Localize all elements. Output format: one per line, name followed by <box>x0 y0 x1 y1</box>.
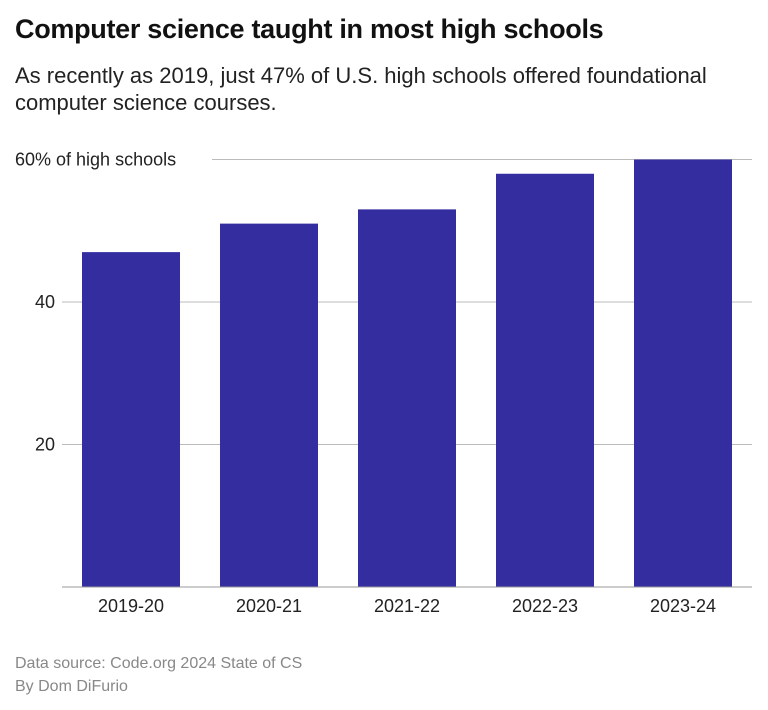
y-tick-label: 60% of high schools <box>15 150 176 170</box>
chart-title: Computer science taught in most high sch… <box>15 14 604 44</box>
x-tick-label: 2023-24 <box>650 596 716 616</box>
bar <box>358 209 456 587</box>
bar <box>82 252 180 587</box>
x-tick-label: 2022-23 <box>512 596 578 616</box>
y-tick-label: 40 <box>35 292 55 312</box>
bar <box>634 159 732 587</box>
byline: By Dom DiFurio <box>15 678 128 695</box>
data-source: Data source: Code.org 2024 State of CS <box>15 655 303 672</box>
chart-subtitle: As recently as 2019, just 47% of U.S. hi… <box>15 63 707 115</box>
y-tick-label: 20 <box>35 435 55 455</box>
x-tick-label: 2020-21 <box>236 596 302 616</box>
x-tick-label: 2021-22 <box>374 596 440 616</box>
bar <box>496 173 594 587</box>
x-tick-label: 2019-20 <box>98 596 164 616</box>
bar <box>220 223 318 587</box>
